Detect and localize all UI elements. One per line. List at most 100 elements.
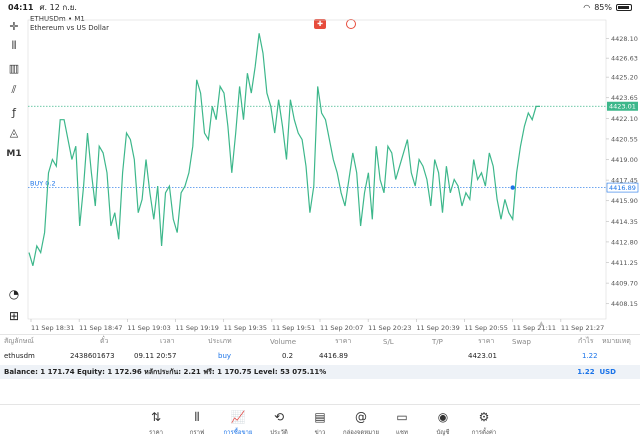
row-ticket: 2438601673 [70,352,115,360]
battery-icon [616,3,632,11]
total-profit: 1.22 [577,368,595,376]
col-time: เวลา [160,337,175,345]
col-profit: กำไร [578,337,594,345]
price-tick-label: 4426.63 [611,55,638,63]
balance-text: Balance: 1 171.74 Equity: 1 172.96 หลักป… [4,367,327,376]
col-type: ประเภท [208,337,232,345]
trade-table-header: สัญลักษณ์ ตั๋ว เวลา ประเภท Volume ราคา S… [0,334,640,348]
account-icon: ◉ [437,410,449,424]
time-tick-label: 11 Sep 20:39 [416,324,459,332]
nav-item-account[interactable]: ◉ บัญชี [423,409,463,437]
buy-price-label: 4416.89 [609,184,636,192]
time-tick-label: 11 Sep 19:19 [176,324,219,332]
row-symbol: ethusdm [4,352,35,360]
function-icon[interactable]: ƒ [12,105,16,119]
one-click-trade: ✚ [314,19,356,29]
time-tick-label: 11 Sep 18:47 [79,324,122,332]
time-tick-label: 11 Sep 19:51 [272,324,315,332]
candles-icon[interactable]: ⫴ [11,39,17,52]
sell-badge[interactable]: ✚ [314,19,326,29]
nav-label: กราฟ [189,429,205,436]
bottom-nav: ⇅ ราคา ⫴ กราฟ 📈 การซื้อขาย ⟲ ประวัติ ▤ ข่าว @ กล่อง… [0,404,640,447]
chart-symbol: ETHUSDm • M1 [30,15,85,23]
crosshair-icon[interactable]: ✛ [9,19,19,33]
news-icon: ▤ [314,410,326,424]
currency: USD [599,368,616,376]
settings-icon: ⚙ [478,410,490,424]
balance-profit: 1.22 USD [577,368,616,376]
nav-item-chat[interactable]: ▭ แชท [382,409,422,437]
price-tick-label: 4412.80 [611,238,638,246]
price-tick-label: 4419.00 [611,156,638,164]
time-tick-label: 11 Sep 19:03 [127,324,170,332]
time-tick-label: 11 Sep 20:23 [368,324,411,332]
col-volume: Volume [270,337,297,346]
chart-header: ETHUSDm • M1 Ethereum vs US Dollar [30,15,109,33]
timeframe-button[interactable]: M1 [6,149,22,159]
status-time: 04:11 [8,2,34,12]
col-sl: S/L [383,337,394,346]
price-levels: 4423.01 BUY 0.2 4416.89 [28,101,639,193]
buy-marker [510,185,515,190]
trade-row[interactable]: ethusdm 2438601673 09.11 20:57 buy 0.2 4… [0,349,640,363]
price-tick-label: 4420.55 [611,135,638,143]
price-line [28,33,540,266]
indicators-icon[interactable]: ▥ [8,61,20,75]
status-date: ศ. 12 ก.ย. [39,2,77,12]
balance-bar: Balance: 1 171.74 Equity: 1 172.96 หลักป… [0,365,640,379]
nav-item-quotes[interactable]: ⇅ ราคา [136,409,176,437]
row-volume: 0.2 [282,352,294,360]
trade-panel-icon[interactable]: ⊞ [8,309,20,323]
nav-item-news[interactable]: ▤ ข่าว [300,409,340,437]
scroll-up-icon: ▲ [539,320,544,327]
wifi-icon: ◠ [583,2,591,12]
col-ticket: ตั๋ว [100,337,109,345]
nav-item-mail[interactable]: @ กล่องจดหมาย [341,409,381,437]
price-tick-label: 4423.65 [611,94,638,102]
price-axis: 4428.10 4426.63 4425.20 4423.65 4422.10 4420.… [606,35,638,308]
plot-frame [27,19,607,320]
time-tick-label: 11 Sep 20:55 [465,324,508,332]
time-tick-label: 11 Sep 20:07 [320,324,363,332]
quotes-icon: ⇅ [150,410,162,424]
current-price-box [607,101,638,111]
nav-item-trade[interactable]: 📈 การซื้อขาย [218,409,258,437]
col-price: ราคา [335,337,352,345]
shapes-icon[interactable]: ◬ [9,125,19,139]
nav-item-settings[interactable]: ⚙ การตั้งค่า [464,409,504,437]
time-tick-label: 11 Sep 21:11 [513,324,556,332]
nav-label: แชท [396,429,408,436]
nav-label: กล่องจดหมาย [342,429,380,436]
buy-badge[interactable] [346,19,356,29]
price-tick-label: 4409.70 [611,280,638,288]
nav-item-history[interactable]: ⟲ ประวัติ [259,409,299,437]
price-tick-label: 4414.35 [611,218,638,226]
row-type: buy [218,352,232,360]
gauge-icon[interactable]: ◔ [8,287,20,301]
col-symbol: สัญลักษณ์ [4,337,34,345]
chart-grid [27,19,607,320]
row-profit: 1.22 [582,352,598,360]
nav-label: การซื้อขาย [223,429,253,436]
price-tick-label: 4411.25 [611,259,638,267]
mail-icon: @ [355,410,367,424]
history-icon: ⟲ [273,410,285,424]
chart-description: Ethereum vs US Dollar [30,24,109,32]
chart-icon: ⫴ [194,410,200,424]
nav-item-chart[interactable]: ⫴ กราฟ [177,409,217,437]
current-price-label: 4423.01 [609,103,636,111]
nav-label: ข่าว [314,429,326,436]
row-time: 09.11 20:57 [134,352,177,360]
row-price: 4423.01 [468,352,497,360]
price-tick-label: 4417.45 [611,177,638,185]
price-chart[interactable]: 4428.10 4426.63 4425.20 4423.65 4422.10 4420.… [0,14,640,334]
buy-line-label: BUY 0.2 [30,180,56,188]
price-tick-label: 4428.10 [611,35,638,43]
buy-price-box [606,182,639,193]
time-tick-label: 11 Sep 19:35 [224,324,267,332]
objects-icon[interactable]: ⫽ [11,83,17,96]
col-current-price: ราคา [478,337,495,345]
col-tp: T/P [432,337,443,346]
price-tick-label: 4408.15 [611,300,638,308]
time-tick-label: 11 Sep 21:27 [561,324,604,332]
